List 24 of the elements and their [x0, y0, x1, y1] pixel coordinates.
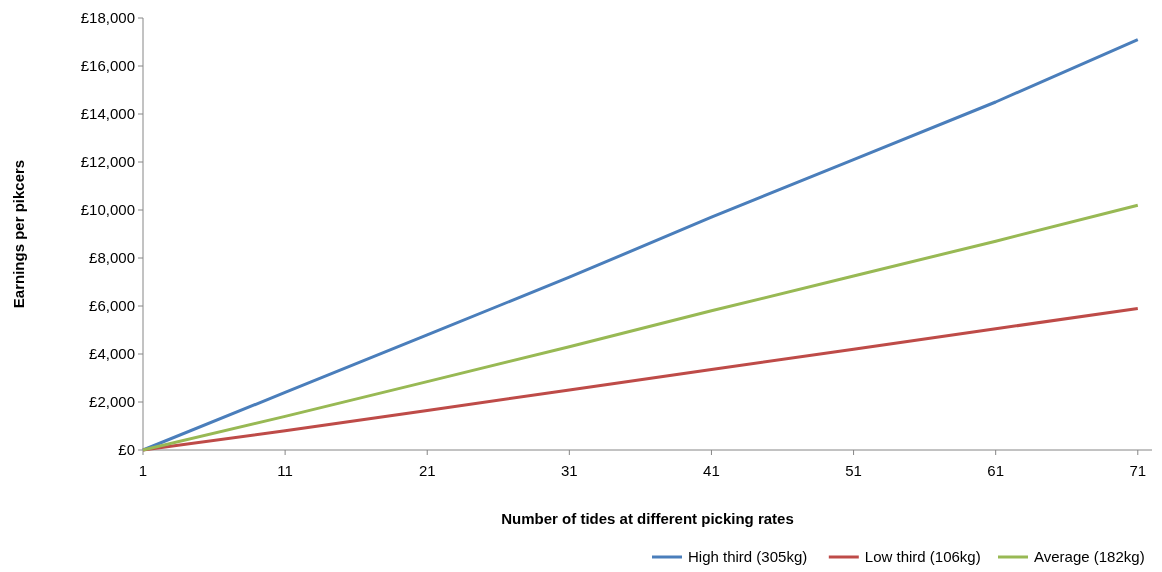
x-tick-label: 1	[138, 462, 148, 479]
y-tick-label: £2,000	[89, 393, 135, 411]
y-tick-label: £12,000	[80, 153, 135, 171]
y-tick-label: £6,000	[89, 297, 135, 315]
x-axis-title: Number of tides at different picking rates	[501, 510, 794, 527]
y-tick-label: £16,000	[80, 57, 135, 75]
x-tick-label: 31	[560, 462, 578, 479]
x-tick-label: 51	[845, 462, 862, 479]
y-tick-label: £0	[118, 441, 135, 459]
legend-label: High third (305kg)	[688, 548, 808, 566]
y-tick-label: £18,000	[80, 9, 135, 27]
x-tick-label: 41	[703, 462, 720, 479]
y-tick-label: £14,000	[80, 105, 135, 123]
legend-label: Average (182kg)	[1034, 548, 1145, 566]
y-axis-title: Earnings per pikcers	[10, 159, 27, 309]
y-tick-label: £4,000	[89, 345, 135, 363]
y-tick-label: £10,000	[80, 201, 135, 219]
legend-label: Low third (106kg)	[864, 548, 981, 566]
x-tick-label: 61	[987, 462, 1005, 479]
x-tick-label: 21	[418, 462, 436, 479]
x-tick-label: 11	[277, 462, 293, 479]
y-tick-label: £8,000	[89, 249, 135, 267]
line-series	[141, 203, 1140, 452]
x-tick-label: 71	[1129, 462, 1147, 479]
